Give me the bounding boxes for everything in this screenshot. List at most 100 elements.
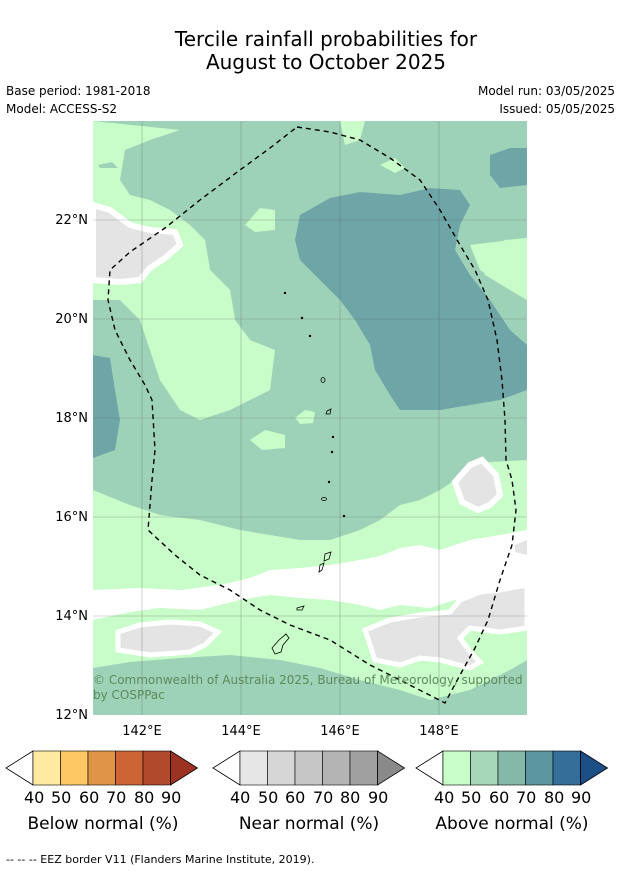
lat-label: 20°N [55,312,88,327]
tick-label: 70 [516,788,537,807]
legend-arrow-high [377,750,406,786]
island-8 [327,480,331,484]
region-above-50-pocket4 [380,158,405,173]
lat-label: 22°N [55,213,88,228]
region-above-50-pocket3 [295,410,315,424]
tick-label: 80 [544,788,565,807]
island-2 [300,316,304,320]
base-period: Base period: 1981-2018 [6,84,151,98]
legend-label-near: Near normal (%) [238,814,380,834]
gridlines [93,121,527,715]
island-1 [283,291,287,295]
legend-swatch [60,750,89,786]
island-5 [325,408,332,415]
legend-swatch [497,750,526,786]
tick-label: 50 [258,788,279,807]
lat-label: 14°N [55,609,88,624]
tick-label: 90 [571,788,592,807]
tick-label: 60 [489,788,510,807]
legend-swatch [142,750,171,786]
issued-date: Issued: 05/05/2025 [499,102,615,116]
legend-colorbars [5,750,609,786]
region-near-50-sw [115,619,223,658]
lat-label: 12°N [55,708,88,723]
tick-label: 60 [79,788,100,807]
region-near-50-east-edge [515,540,527,555]
eez-footnote: -- -- -- EEZ border V11 (Flanders Marine… [6,853,315,866]
lat-label: 18°N [55,411,88,426]
legend-swatch [349,750,378,786]
lat-label: 16°N [55,510,88,525]
lon-label: 142°E [122,724,162,739]
legend-swatch [552,750,581,786]
island-4 [320,377,326,383]
eez-border [107,126,517,704]
lon-label: 148°E [419,724,459,739]
legend-swatch [115,750,144,786]
island-saipan [323,551,332,562]
tick-label: 40 [230,788,251,807]
region-above-50-right [480,238,527,300]
legend-swatch [87,750,116,786]
probability-map: © Commonwealth of Australia 2025, Bureau… [5,121,609,786]
legend-ticks-below: 40 50 60 70 80 90 40 50 60 70 80 90 40 5… [0,788,621,808]
region-above-70-left [93,355,120,458]
region-above-60-island-left [98,162,118,168]
island-9 [321,497,327,501]
region-near-50-se [361,582,527,671]
island-tinian [318,562,325,573]
region-near-50-nw [93,201,184,286]
copyright-line-2: by COSPPac [93,688,165,702]
tick-label: 70 [313,788,334,807]
legend-swatch [239,750,268,786]
legend-label-above: Above normal (%) [435,814,589,834]
region-above-50-pocket5 [340,121,365,145]
model-run: Model run: 03/05/2025 [477,84,615,98]
tick-label: 50 [461,788,482,807]
island-6 [331,435,335,439]
tick-label: 40 [24,788,45,807]
legend-arrow-high [170,750,199,786]
copyright-line-1: © Commonwealth of Australia 2025, Bureau… [93,673,523,687]
lon-label: 146°E [320,724,360,739]
lon-label: 144°E [221,724,261,739]
island-7 [330,450,334,454]
legend-swatch [322,750,351,786]
islands [271,291,346,655]
region-above-50-pocket1 [245,208,275,232]
title-line-1: Tercile rainfall probabilities for [174,27,478,51]
legend-arrow-low [212,750,241,786]
tick-label: 90 [368,788,389,807]
legend-swatch [525,750,554,786]
region-above-70-topright [490,148,527,188]
region-above-70-main [295,188,527,410]
tick-label: 40 [434,788,455,807]
region-above-50-pocket2 [250,430,285,450]
lon-axis: 142°E 144°E 146°E 148°E [122,724,459,739]
tick-label: 80 [340,788,361,807]
region-near-50-east [451,456,504,514]
island-rota [296,605,305,611]
legend-arrow-low [415,750,444,786]
tick-label: 90 [161,788,182,807]
tick-label: 70 [106,788,127,807]
title-line-2: August to October 2025 [205,50,447,74]
region-above-60-south [93,655,527,715]
lat-axis: 22°N 20°N 18°N 16°N 14°N 12°N [55,213,88,723]
island-3 [308,334,312,338]
legend-swatch [267,750,296,786]
tick-label: 80 [134,788,155,807]
tick-label: 50 [51,788,72,807]
island-10 [342,514,346,518]
chart-title: Tercile rainfall probabilities for Augus… [0,28,621,74]
meta-right: Model run: 03/05/2025 Issued: 05/05/2025 [478,82,615,118]
model-name: Model: ACCESS-S2 [6,102,118,116]
legend-label-below: Below normal (%) [27,814,179,834]
map-area: © Commonwealth of Australia 2025, Bureau… [93,121,527,715]
legend-arrow-low [5,750,34,786]
tick-label: 60 [285,788,306,807]
legend-swatch [442,750,471,786]
legend-swatch [32,750,61,786]
legend-swatch [294,750,323,786]
island-guam [271,633,290,655]
